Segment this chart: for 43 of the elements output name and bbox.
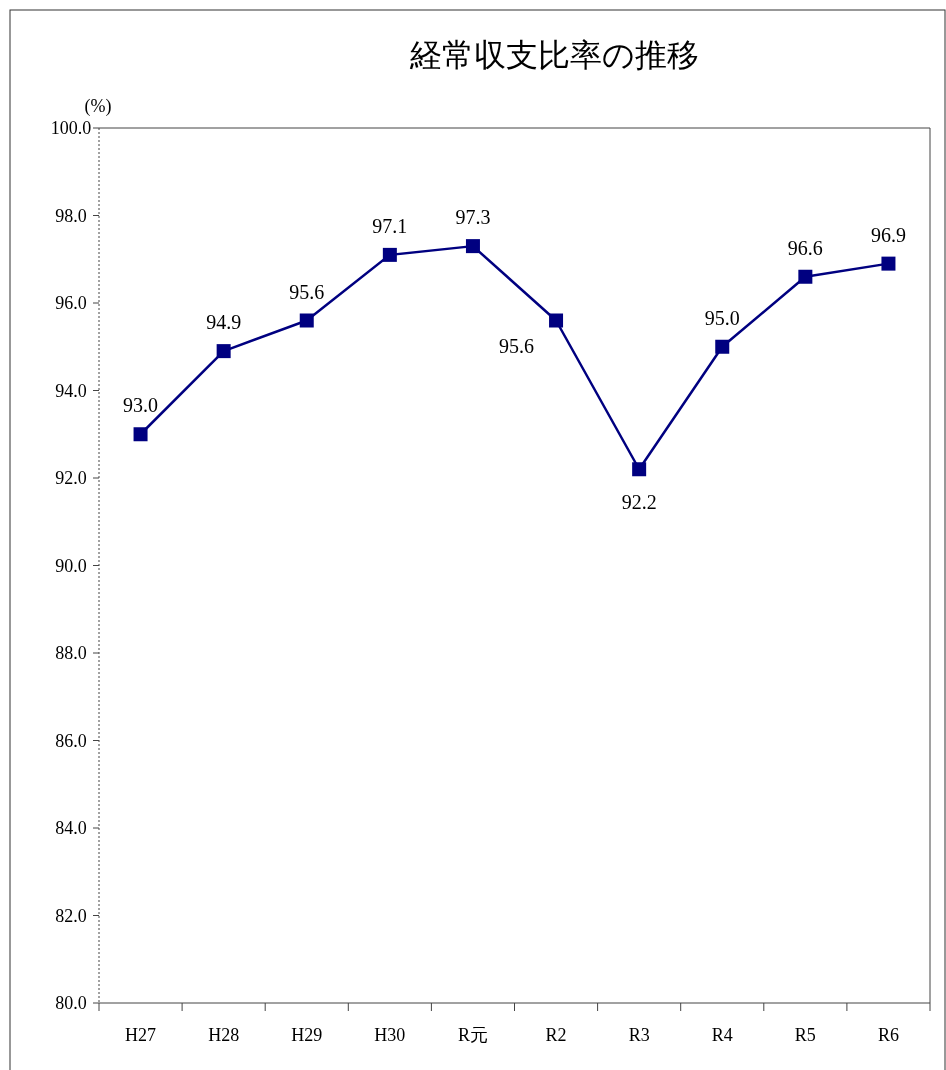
text: 94.9 — [206, 311, 242, 334]
text: 92.2 — [621, 491, 657, 514]
x-tick-label: R4 — [711, 1025, 733, 1045]
text: 95.0 — [704, 306, 740, 329]
y-tick-label: 96.0 — [55, 293, 87, 313]
text: 95.6 — [499, 334, 535, 357]
x-tick-label: H27 — [125, 1025, 157, 1045]
text: 95.6 — [289, 280, 325, 303]
point — [133, 427, 148, 442]
y-tick-label: 84.0 — [55, 818, 87, 838]
y-tick-label: 92.0 — [55, 468, 87, 488]
point — [881, 256, 896, 271]
text: 96.9 — [870, 223, 906, 246]
text: 97.1 — [372, 214, 408, 237]
x-tick-label: H30 — [374, 1025, 406, 1045]
point — [299, 313, 314, 328]
x-tick-label: R5 — [794, 1025, 816, 1045]
y-tick-label: 80.0 — [55, 993, 87, 1013]
y-tick-label: 86.0 — [55, 730, 87, 751]
text: 93.0 — [123, 394, 159, 417]
point — [798, 269, 813, 284]
y-tick-label: 82.0 — [55, 905, 87, 926]
y-tick-label: 98.0 — [55, 205, 87, 226]
x-tick-label: R2 — [545, 1025, 567, 1045]
x-tick-label: H28 — [208, 1025, 240, 1045]
y-tick-label: 100.0 — [50, 118, 92, 138]
chart-title: 経常収支比率の推移 — [409, 37, 699, 73]
text: 97.3 — [455, 206, 491, 229]
x-tick-label: R3 — [628, 1025, 650, 1045]
point — [549, 313, 564, 328]
point — [216, 344, 231, 359]
point — [465, 239, 480, 254]
y-axis-title: (%) — [84, 96, 112, 117]
point — [715, 339, 730, 354]
text: 96.6 — [787, 236, 823, 259]
y-tick-label: 88.0 — [55, 643, 87, 663]
point — [632, 462, 647, 477]
y-tick-label: 94.0 — [55, 380, 87, 401]
y-tick-label: 90.0 — [55, 555, 87, 576]
point — [382, 247, 397, 262]
x-tick-label: R元 — [457, 1025, 488, 1045]
x-tick-label: H29 — [291, 1025, 323, 1045]
x-tick-label: R6 — [877, 1025, 899, 1045]
